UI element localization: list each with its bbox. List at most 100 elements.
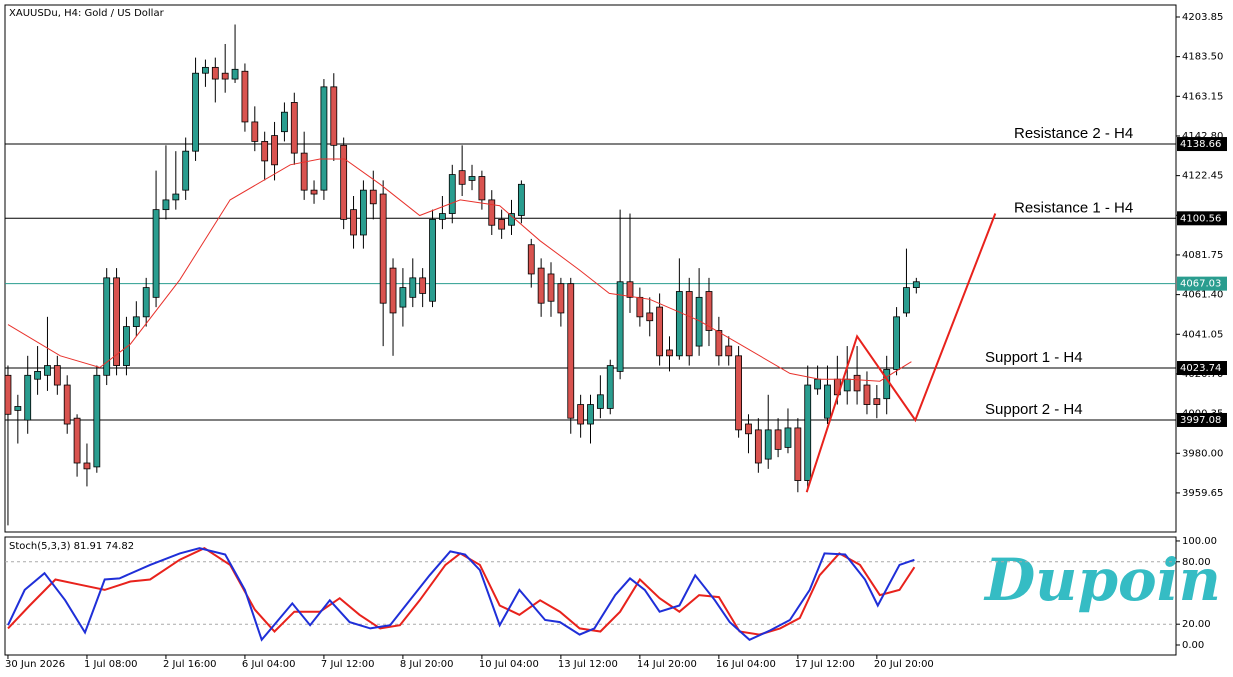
stoch-tick-label: 100.00 xyxy=(1182,536,1217,547)
candle-body xyxy=(4,374,12,415)
candle-body xyxy=(764,429,772,460)
level-price: 3997.08 xyxy=(1180,415,1221,426)
candle-body xyxy=(853,374,861,392)
candle-body xyxy=(498,218,506,230)
candle-body xyxy=(142,287,150,318)
candle-body xyxy=(438,213,446,220)
candle-body xyxy=(636,296,644,318)
level-price-box xyxy=(1177,137,1227,152)
candle-body xyxy=(202,66,209,74)
candle-body xyxy=(211,66,219,80)
candle-body xyxy=(804,384,812,481)
candle-body xyxy=(705,291,713,331)
level-price: 4138.66 xyxy=(1180,139,1221,150)
level-price: 4100.56 xyxy=(1180,213,1221,224)
logo: Dupoin xyxy=(983,546,1221,614)
candle-body xyxy=(883,369,891,400)
candle-body xyxy=(290,102,298,154)
stoch-tick-label: 80.00 xyxy=(1182,557,1211,568)
candle-body xyxy=(399,287,407,308)
candle-body xyxy=(44,365,51,376)
y-tick-label: 4061.40 xyxy=(1182,290,1223,301)
candle-body xyxy=(123,326,130,366)
candle-body xyxy=(685,291,693,357)
candle-body xyxy=(735,355,743,431)
candle-body xyxy=(419,277,427,294)
candle-body xyxy=(271,135,278,166)
candle-body xyxy=(261,141,269,162)
candle-body xyxy=(162,199,170,211)
level-price-box xyxy=(1177,361,1227,376)
candle-body xyxy=(83,462,91,470)
level-name: Support 2 - H4 xyxy=(985,401,1083,418)
candle-body xyxy=(666,349,673,357)
candle-body xyxy=(300,152,308,191)
candle-body xyxy=(24,374,32,421)
candle-body xyxy=(596,394,604,409)
x-tick-label: 13 Jul 12:00 xyxy=(558,659,618,670)
candle-body xyxy=(63,384,71,425)
candle-body xyxy=(340,144,348,220)
current-price-label: 4067.03 xyxy=(1180,279,1221,290)
y-tick-label: 4163.15 xyxy=(1182,91,1223,102)
candle-body xyxy=(369,189,377,205)
candle-body xyxy=(754,429,762,464)
candle-body xyxy=(824,384,831,419)
candle-body xyxy=(310,189,318,195)
current-price-box xyxy=(1177,276,1227,291)
y-tick-label: 4081.75 xyxy=(1182,250,1223,261)
candle-body xyxy=(488,199,496,226)
x-tick-label: 6 Jul 04:00 xyxy=(242,659,296,670)
level-name: Resistance 1 - H4 xyxy=(1014,199,1133,216)
candle-body xyxy=(547,273,555,302)
stoch-line xyxy=(7,547,916,636)
candle-body xyxy=(695,296,703,347)
candle-body xyxy=(468,176,476,181)
candle-body xyxy=(606,365,614,409)
candle-body xyxy=(320,86,328,191)
x-tick-label: 10 Jul 04:00 xyxy=(479,659,539,670)
candle-body xyxy=(360,189,367,236)
candle-body xyxy=(715,330,723,357)
candle-body xyxy=(73,417,81,464)
stoch-title: Stoch(5,3,3) 81.91 74.82 xyxy=(9,541,134,552)
candle-body xyxy=(893,316,900,370)
projection-line xyxy=(805,213,997,493)
level-name: Support 1 - H4 xyxy=(985,349,1083,366)
candle-body xyxy=(656,306,664,357)
candle-body xyxy=(182,150,190,191)
level-price-box xyxy=(1177,211,1227,226)
candle-body xyxy=(843,378,851,392)
candle-body xyxy=(172,193,180,201)
candle-body xyxy=(567,283,575,419)
candle-body xyxy=(389,267,397,314)
x-tick-label: 20 Jul 20:00 xyxy=(874,659,934,670)
x-tick-label: 1 Jul 08:00 xyxy=(84,659,138,670)
candle-body xyxy=(517,183,525,216)
candle-body xyxy=(152,209,160,298)
candle-body xyxy=(577,404,585,425)
candle-body xyxy=(350,209,357,236)
candle-body xyxy=(814,378,821,390)
x-tick-label: 8 Jul 20:00 xyxy=(400,659,454,670)
candle-body xyxy=(448,174,456,214)
candle-body xyxy=(103,277,111,376)
y-tick-label: 4142.80 xyxy=(1182,131,1223,142)
candle-body xyxy=(616,281,624,372)
main-frame xyxy=(4,4,1177,533)
y-tick-label: 3980.00 xyxy=(1182,448,1223,459)
candle-body xyxy=(221,72,229,80)
candle-body xyxy=(784,427,792,448)
x-tick-label: 16 Jul 04:00 xyxy=(716,659,776,670)
candle-body xyxy=(508,213,515,226)
candle-body xyxy=(745,423,752,435)
y-tick-label: 3959.65 xyxy=(1182,488,1223,499)
stoch-tick-label: 20.00 xyxy=(1182,619,1211,630)
candle-body xyxy=(192,72,199,152)
candle-body xyxy=(675,291,683,357)
candle-body xyxy=(646,312,654,322)
candle-body xyxy=(93,374,101,468)
x-tick-label: 17 Jul 12:00 xyxy=(795,659,855,670)
